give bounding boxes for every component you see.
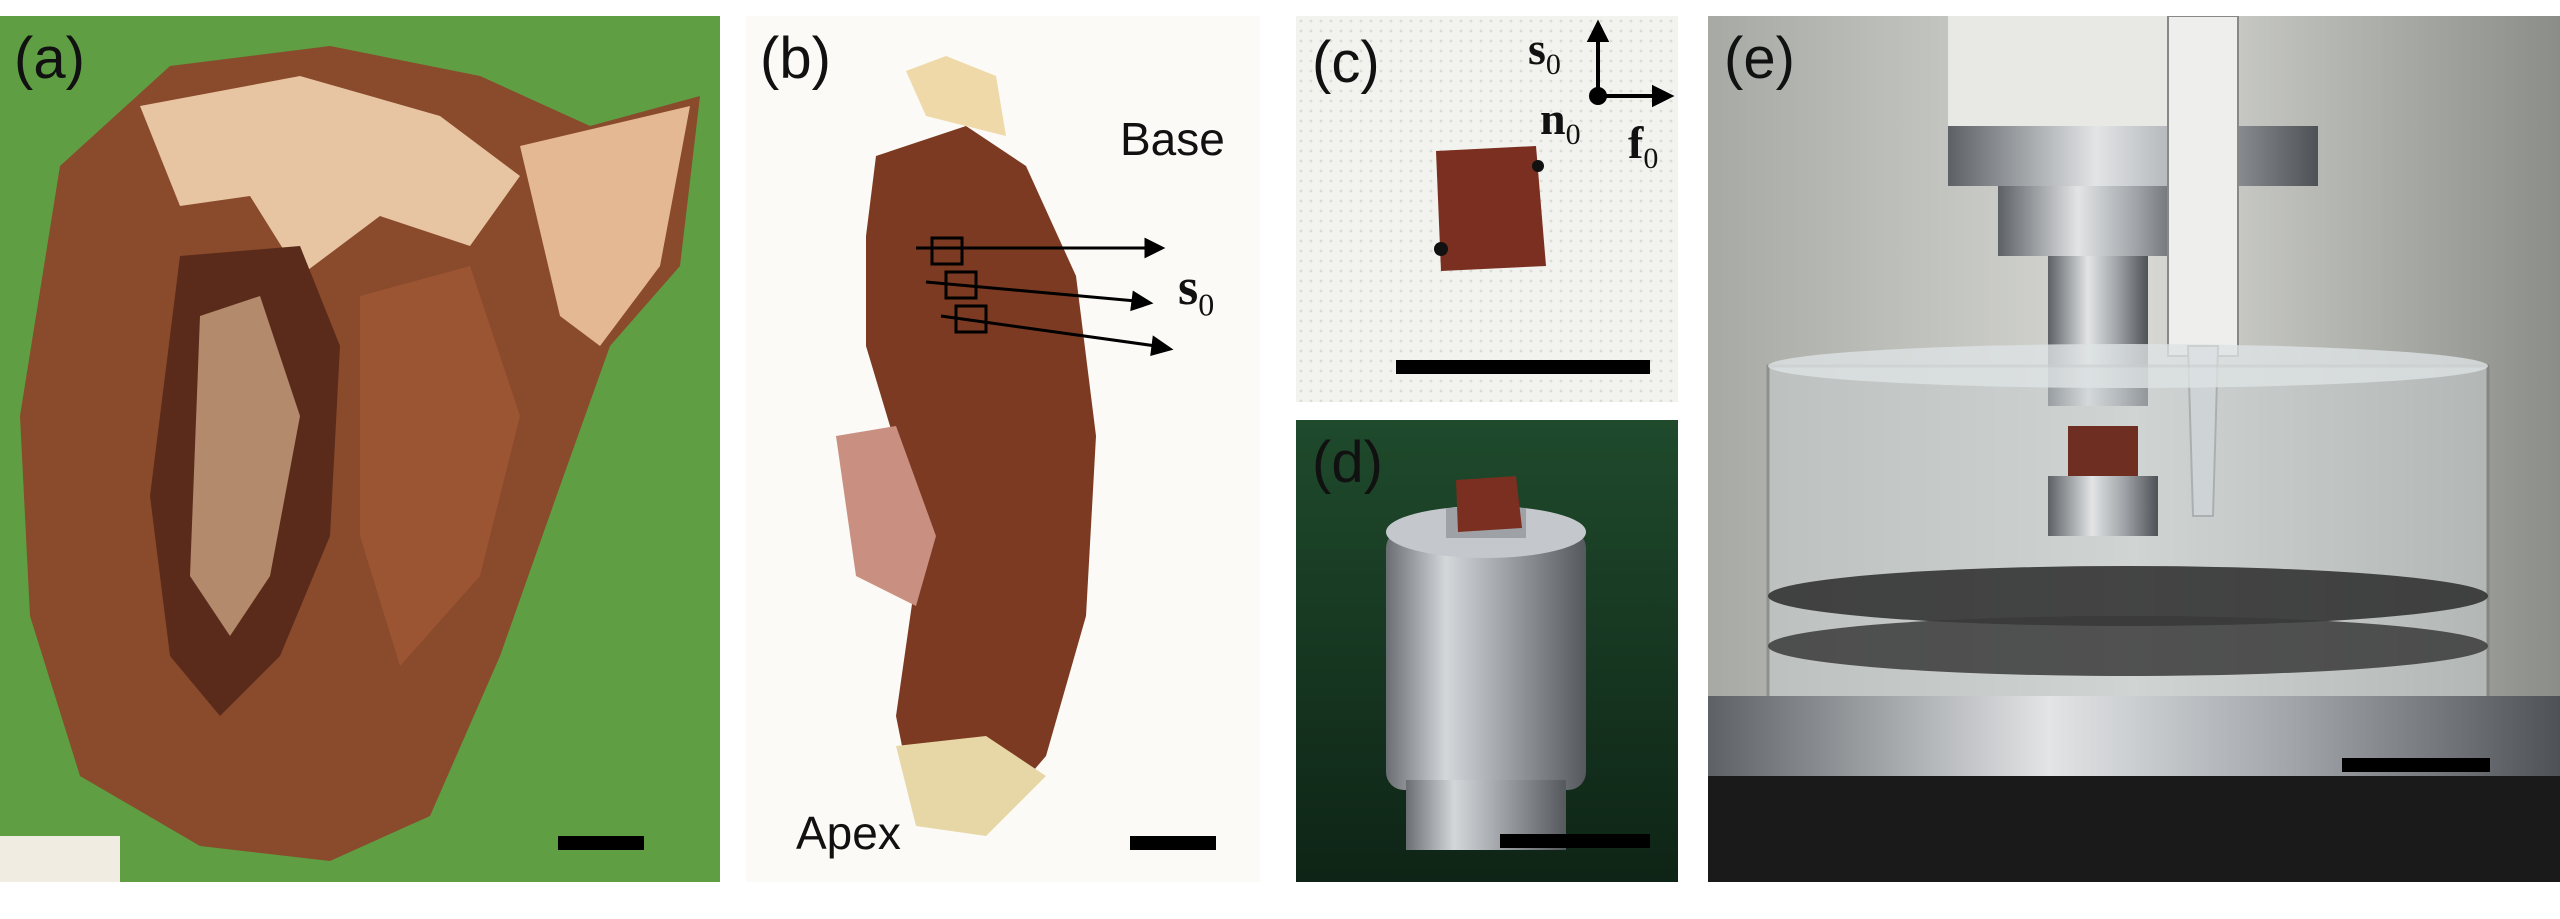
panel-c-photo xyxy=(1296,16,1678,402)
panel-a-label: (a) xyxy=(14,26,85,91)
panel-b-photo xyxy=(746,16,1260,882)
axis-n-symbol: n xyxy=(1540,93,1566,144)
panel-a-scale-bar xyxy=(558,836,644,850)
material-axes-icon xyxy=(1586,19,1675,108)
axis-s-label: s0 xyxy=(1528,26,1561,80)
panel-d: (d) xyxy=(1296,420,1678,882)
apex-label: Apex xyxy=(796,807,901,859)
panel-d-label: (d) xyxy=(1312,430,1383,495)
axis-f-subscript: 0 xyxy=(1643,142,1659,176)
panel-c: (c) s0 n0 f0 xyxy=(1296,16,1678,402)
fiber-vector-symbol: s xyxy=(1178,259,1199,316)
fiber-vector-label: s0 xyxy=(1178,259,1215,323)
panel-d-scale-bar xyxy=(1500,834,1650,848)
panel-a-photo xyxy=(0,16,720,882)
axis-f-label: f0 xyxy=(1628,120,1658,174)
panel-b: (b) Base Apex s0 xyxy=(746,16,1260,882)
axis-s-subscript: 0 xyxy=(1545,48,1561,82)
fiber-vector-subscript: 0 xyxy=(1198,286,1215,323)
axis-f-symbol: f xyxy=(1628,117,1644,168)
panel-a: (a) xyxy=(0,16,720,882)
panel-e: (e) xyxy=(1708,16,2560,882)
panel-e-scale-bar xyxy=(2342,758,2490,772)
panel-e-label: (e) xyxy=(1724,26,1795,91)
axis-n-label: n0 xyxy=(1540,96,1581,150)
base-label: Base xyxy=(1120,113,1225,165)
axis-s-symbol: s xyxy=(1528,23,1546,74)
panel-c-scale-bar xyxy=(1396,360,1650,374)
fiber-direction-arrows xyxy=(916,236,1174,357)
panel-d-photo xyxy=(1296,420,1678,882)
panel-c-label: (c) xyxy=(1312,30,1380,95)
axis-n-subscript: 0 xyxy=(1565,118,1581,152)
panel-e-photo xyxy=(1708,16,2560,882)
panel-b-scale-bar xyxy=(1130,836,1216,850)
panel-b-label: (b) xyxy=(760,26,831,91)
